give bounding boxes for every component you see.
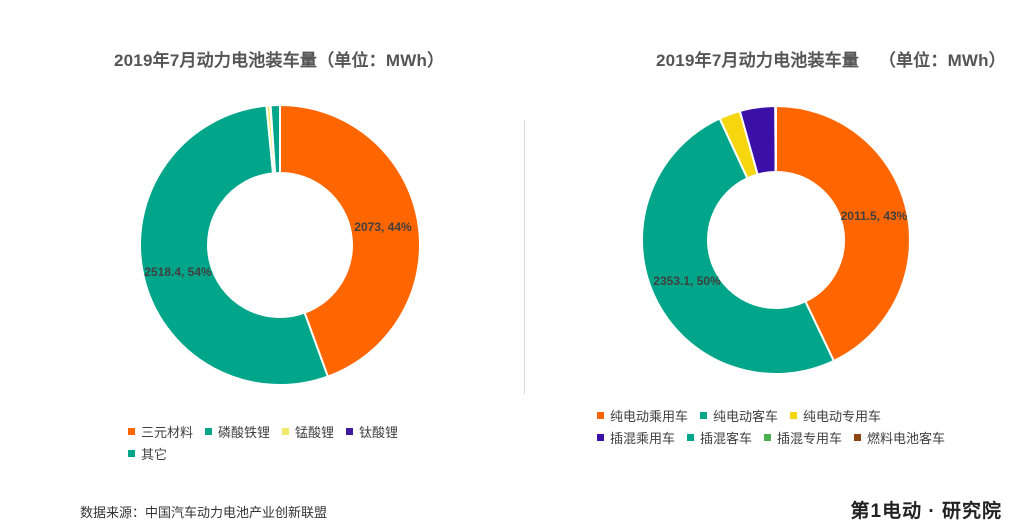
legend-item-4: 插混客车 [687,426,752,448]
legend-label: 插混客车 [700,428,752,447]
legend-swatch [790,412,797,419]
legend-label: 插混乘用车 [610,428,675,447]
legend-label: 锰酸锂 [295,422,334,441]
legend-swatch [700,412,707,419]
legend-swatch [764,434,771,441]
legend-label: 三元材料 [141,422,193,441]
legend-label: 燃料电池客车 [867,428,945,447]
legend-swatch [597,434,604,441]
data-source-note: 数据来源：中国汽车动力电池产业创新联盟 [80,502,327,521]
legend-label: 纯电动客车 [713,406,778,425]
legend-label: 纯电动乘用车 [610,406,688,425]
legend-item-2: 锰酸锂 [282,420,334,442]
data-label-0: 2011.5, 43% [841,209,908,223]
legend-label: 磷酸铁锂 [218,422,270,441]
brand-logo: 第1电动 · 研究院 [851,496,1002,523]
legend-item-4: 其它 [128,442,167,464]
legend-label: 其它 [141,444,167,463]
legend-swatch [282,428,289,435]
legend-swatch [346,428,353,435]
legend-left: 三元材料 磷酸铁锂 锰酸锂 钛酸锂其它 [128,420,458,464]
legend-label: 纯电动专用车 [803,406,881,425]
legend-swatch [854,434,861,441]
legend-item-1: 纯电动客车 [700,404,778,426]
legend-item-5: 插混专用车 [764,426,842,448]
data-label-1: 2353.1, 50% [653,274,721,288]
legend-item-0: 三元材料 [128,420,193,442]
legend-swatch [128,428,135,435]
legend-item-1: 磷酸铁锂 [205,420,270,442]
legend-item-6: 燃料电池客车 [854,426,945,448]
legend-item-3: 插混乘用车 [597,426,675,448]
legend-swatch [687,434,694,441]
legend-label: 钛酸锂 [359,422,398,441]
legend-label: 插混专用车 [777,428,842,447]
legend-swatch [128,450,135,457]
legend-swatch [205,428,212,435]
legend-swatch [597,412,604,419]
divider [524,120,525,394]
legend-right: 纯电动乘用车 纯电动客车 纯电动专用车插混乘用车 插混客车 插混专用车 燃料电池客车 [597,404,977,448]
legend-item-0: 纯电动乘用车 [597,404,688,426]
legend-item-3: 钛酸锂 [346,420,398,442]
legend-item-2: 纯电动专用车 [790,404,881,426]
